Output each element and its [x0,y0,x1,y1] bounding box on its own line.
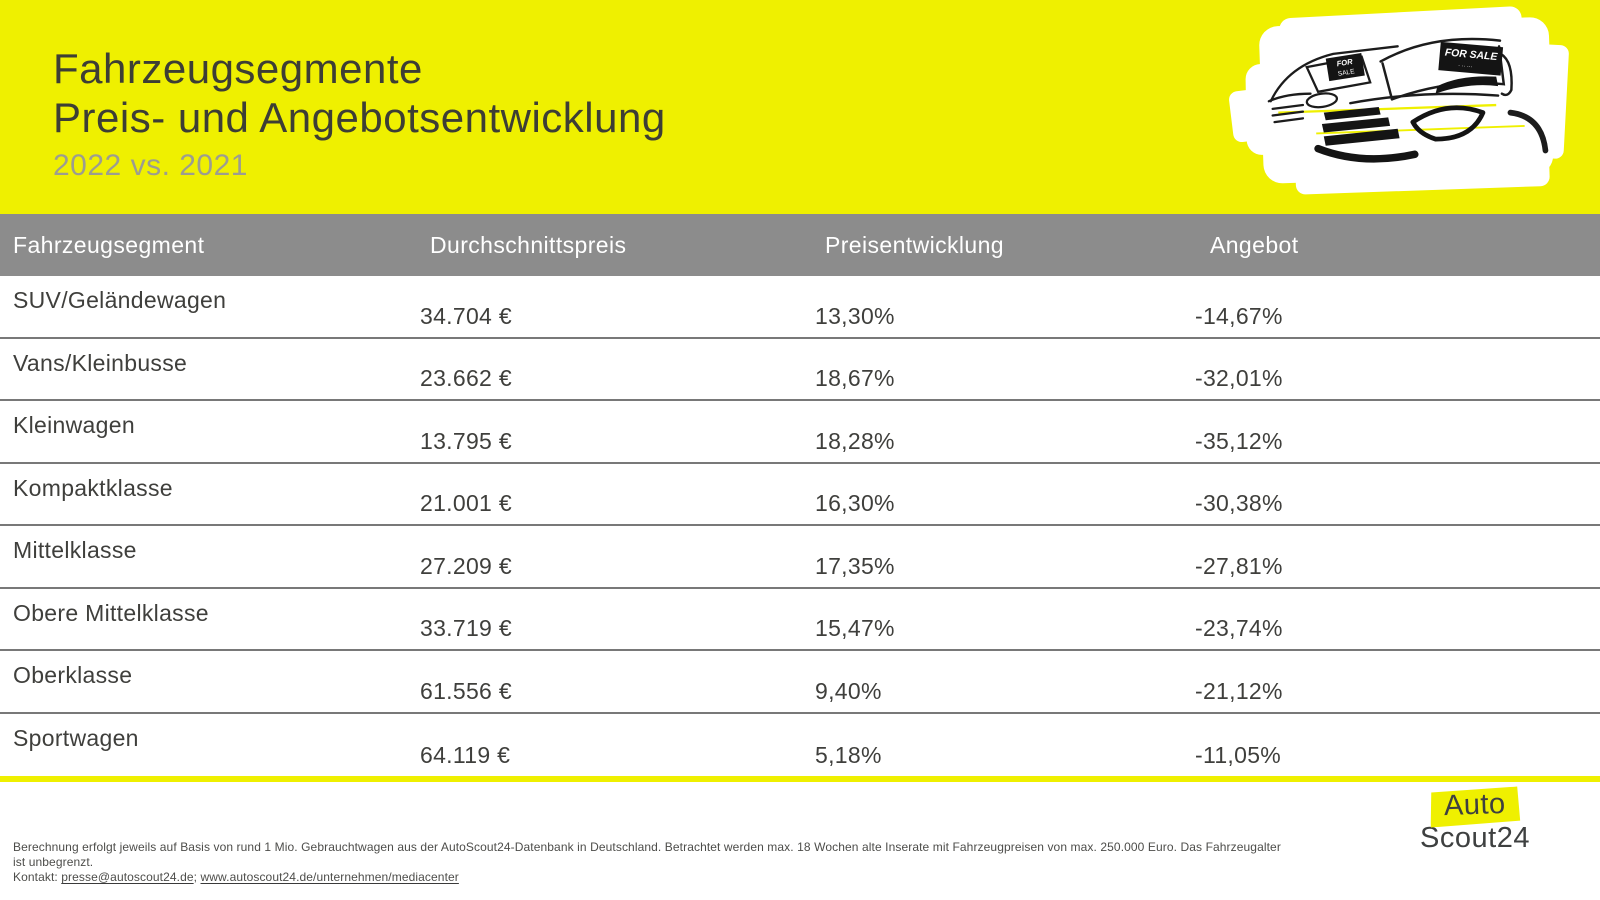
price-change-cell: 9,40% [815,677,882,704]
logo-text-auto: Auto [1443,787,1507,823]
segment-cell: Kleinwagen [13,412,135,438]
table-row: Oberklasse 61.556 € 9,40% -21,12% [0,651,1600,714]
column-header-supply: Angebot [1210,231,1299,258]
price-change-cell: 18,28% [815,427,895,454]
footer: Berechnung erfolgt jeweils auf Basis von… [0,782,1600,900]
supply-change-cell: -21,12% [1195,677,1283,704]
price-cell: 13.795 € [420,427,512,454]
price-cell: 34.704 € [420,302,512,329]
price-change-cell: 13,30% [815,302,895,329]
logo-text-scout24: Scout24 [1420,822,1530,854]
table-row: Obere Mittelklasse 33.719 € 15,47% -23,7… [0,588,1600,651]
price-change-cell: 15,47% [815,615,895,641]
page-title-line1: Fahrzeugsegmente [53,45,423,92]
svg-text:· ·· ···: · ·· ··· [1458,63,1473,70]
table-row: Mittelklasse 27.209 € 17,35% -27,81% [0,526,1600,589]
price-change-cell: 16,30% [815,490,895,516]
column-header-price-development: Preisentwicklung [825,231,1004,258]
supply-change-cell: -30,38% [1195,490,1283,516]
table-body: SUV/Geländewagen 34.704 € 13,30% -14,67%… [0,276,1600,776]
segment-cell: SUV/Geländewagen [13,287,227,313]
price-change-cell: 5,18% [815,742,882,768]
supply-change-cell: -32,01% [1195,365,1283,391]
column-header-segment: Fahrzeugsegment [13,231,205,258]
table-row: Sportwagen 64.119 € 5,18% -11,05% [0,713,1600,776]
page-subtitle: 2022 vs. 2021 [53,149,248,182]
price-cell: 23.662 € [420,365,512,391]
fine-print: Berechnung erfolgt jeweils auf Basis von… [13,840,1293,885]
yellow-divider-bar [0,776,1600,782]
supply-change-cell: -35,12% [1195,427,1283,454]
header-banner: Fahrzeugsegmente Preis- und Angebotsentw… [0,0,1600,214]
price-cell: 21.001 € [420,490,512,516]
segment-cell: Vans/Kleinbusse [13,349,188,376]
svg-text:FOR SALE: FOR SALE [1444,48,1498,64]
table-row: Vans/Kleinbusse 23.662 € 18,67% -32,01% [0,338,1600,401]
logo-yellow-swash: Auto [1430,786,1521,827]
segment-cell: Sportwagen [13,724,139,751]
price-cell: 27.209 € [420,552,512,579]
supply-change-cell: -14,67% [1195,302,1283,329]
price-cell: 33.719 € [420,615,512,641]
segment-cell: Obere Mittelklasse [13,599,209,626]
table-row: Kleinwagen 13.795 € 18,28% -35,12% [0,401,1600,464]
supply-change-cell: -11,05% [1195,742,1282,768]
mediacenter-url-link[interactable]: www.autoscout24.de/unternehmen/mediacent… [200,870,459,884]
car-sketch-svg: FOR SALE FOR SALE · · [1229,6,1569,195]
price-cell: 61.556 € [420,677,512,704]
fine-print-line2: Kontakt: presse@autoscout24.de; www.auto… [13,870,1293,885]
supply-change-cell: -23,74% [1195,615,1283,641]
svg-text:SALE: SALE [1337,68,1355,78]
contact-separator: ; [193,870,198,884]
contact-label: Kontakt: [13,870,58,884]
svg-text:FOR: FOR [1336,57,1354,68]
price-cell: 64.119 € [420,742,511,768]
autoscout24-logo: Auto Scout24 [1420,788,1530,855]
title-block: Fahrzeugsegmente Preis- und Angebotsentw… [53,44,666,183]
price-change-cell: 18,67% [815,365,895,391]
column-header-average-price: Durchschnittspreis [430,231,627,258]
car-sketch-illustration: FOR SALE FOR SALE · · [1212,2,1572,215]
table-row: SUV/Geländewagen 34.704 € 13,30% -14,67% [0,276,1600,339]
segment-cell: Oberklasse [13,662,133,688]
fine-print-line1: Berechnung erfolgt jeweils auf Basis von… [13,840,1281,869]
price-change-cell: 17,35% [815,552,895,579]
contact-email-link[interactable]: presse@autoscout24.de [61,870,194,884]
page-title-line2: Preis- und Angebotsentwicklung [53,94,666,141]
segment-cell: Kompaktklasse [13,474,173,501]
table-header-row: Fahrzeugsegment Durchschnittspreis Preis… [0,214,1600,276]
supply-change-cell: -27,81% [1195,552,1283,579]
table-row: Kompaktklasse 21.001 € 16,30% -30,38% [0,463,1600,526]
segment-cell: Mittelklasse [13,537,137,563]
